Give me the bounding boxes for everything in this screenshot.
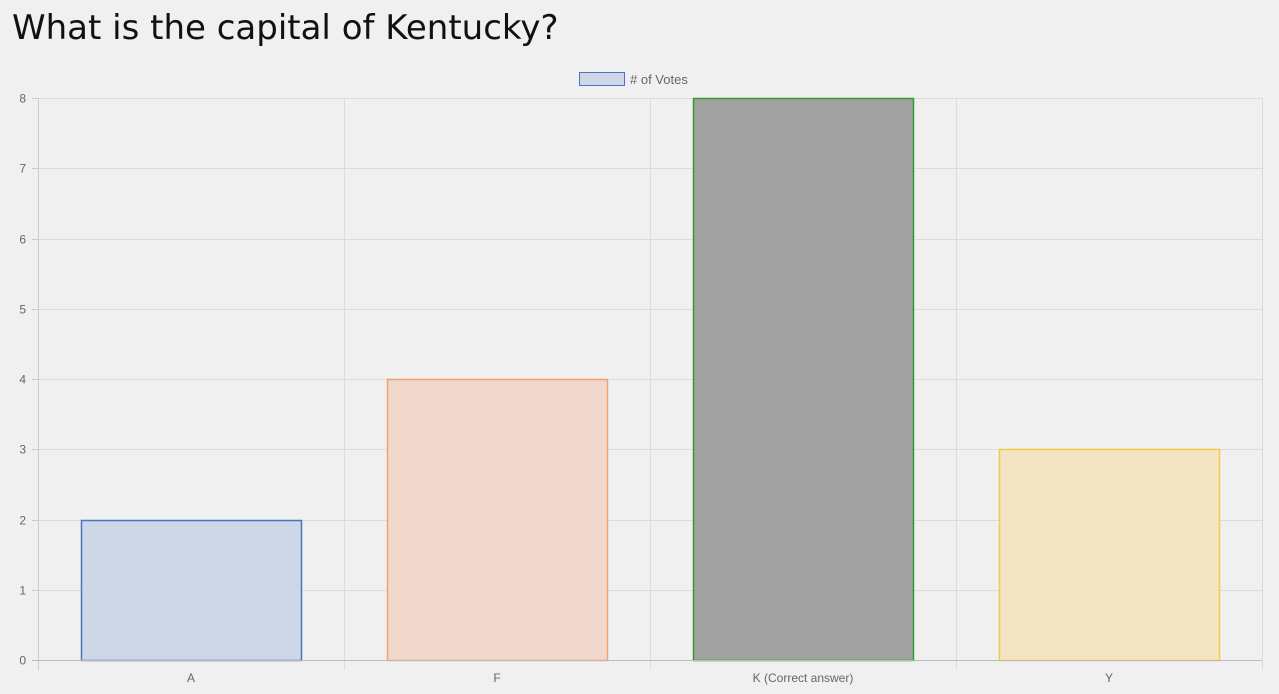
x-axis-ticks: A F K (Correct answer) Y <box>187 671 1113 685</box>
bar-a[interactable] <box>80 519 303 662</box>
x-tick-label: K (Correct answer) <box>753 671 854 685</box>
y-tick-label: 8 <box>19 92 26 106</box>
chart-axes <box>32 98 1262 670</box>
chart-legend[interactable]: # of Votes <box>579 72 689 87</box>
y-axis-ticks: 0 1 2 3 4 5 6 7 8 <box>19 92 26 668</box>
y-tick-label: 6 <box>19 233 26 247</box>
y-tick-label: 7 <box>19 162 26 176</box>
legend-swatch[interactable] <box>579 72 625 86</box>
y-tick-label: 5 <box>19 303 26 317</box>
chart-grid <box>38 98 1263 670</box>
y-tick-label: 2 <box>19 514 26 528</box>
question-title: What is the capital of Kentucky? <box>12 8 559 48</box>
x-tick-label: Y <box>1105 671 1113 685</box>
bar-y[interactable] <box>998 448 1221 662</box>
y-tick-label: 4 <box>19 373 26 387</box>
x-tick-label: F <box>493 671 500 685</box>
legend-label[interactable]: # of Votes <box>630 72 688 87</box>
bar-f[interactable] <box>386 378 609 662</box>
chart-bars <box>80 97 1221 662</box>
y-tick-label: 3 <box>19 443 26 457</box>
y-tick-label: 0 <box>19 654 26 668</box>
y-tick-label: 1 <box>19 584 26 598</box>
bar-k[interactable] <box>692 97 915 662</box>
x-tick-label: A <box>187 671 195 685</box>
